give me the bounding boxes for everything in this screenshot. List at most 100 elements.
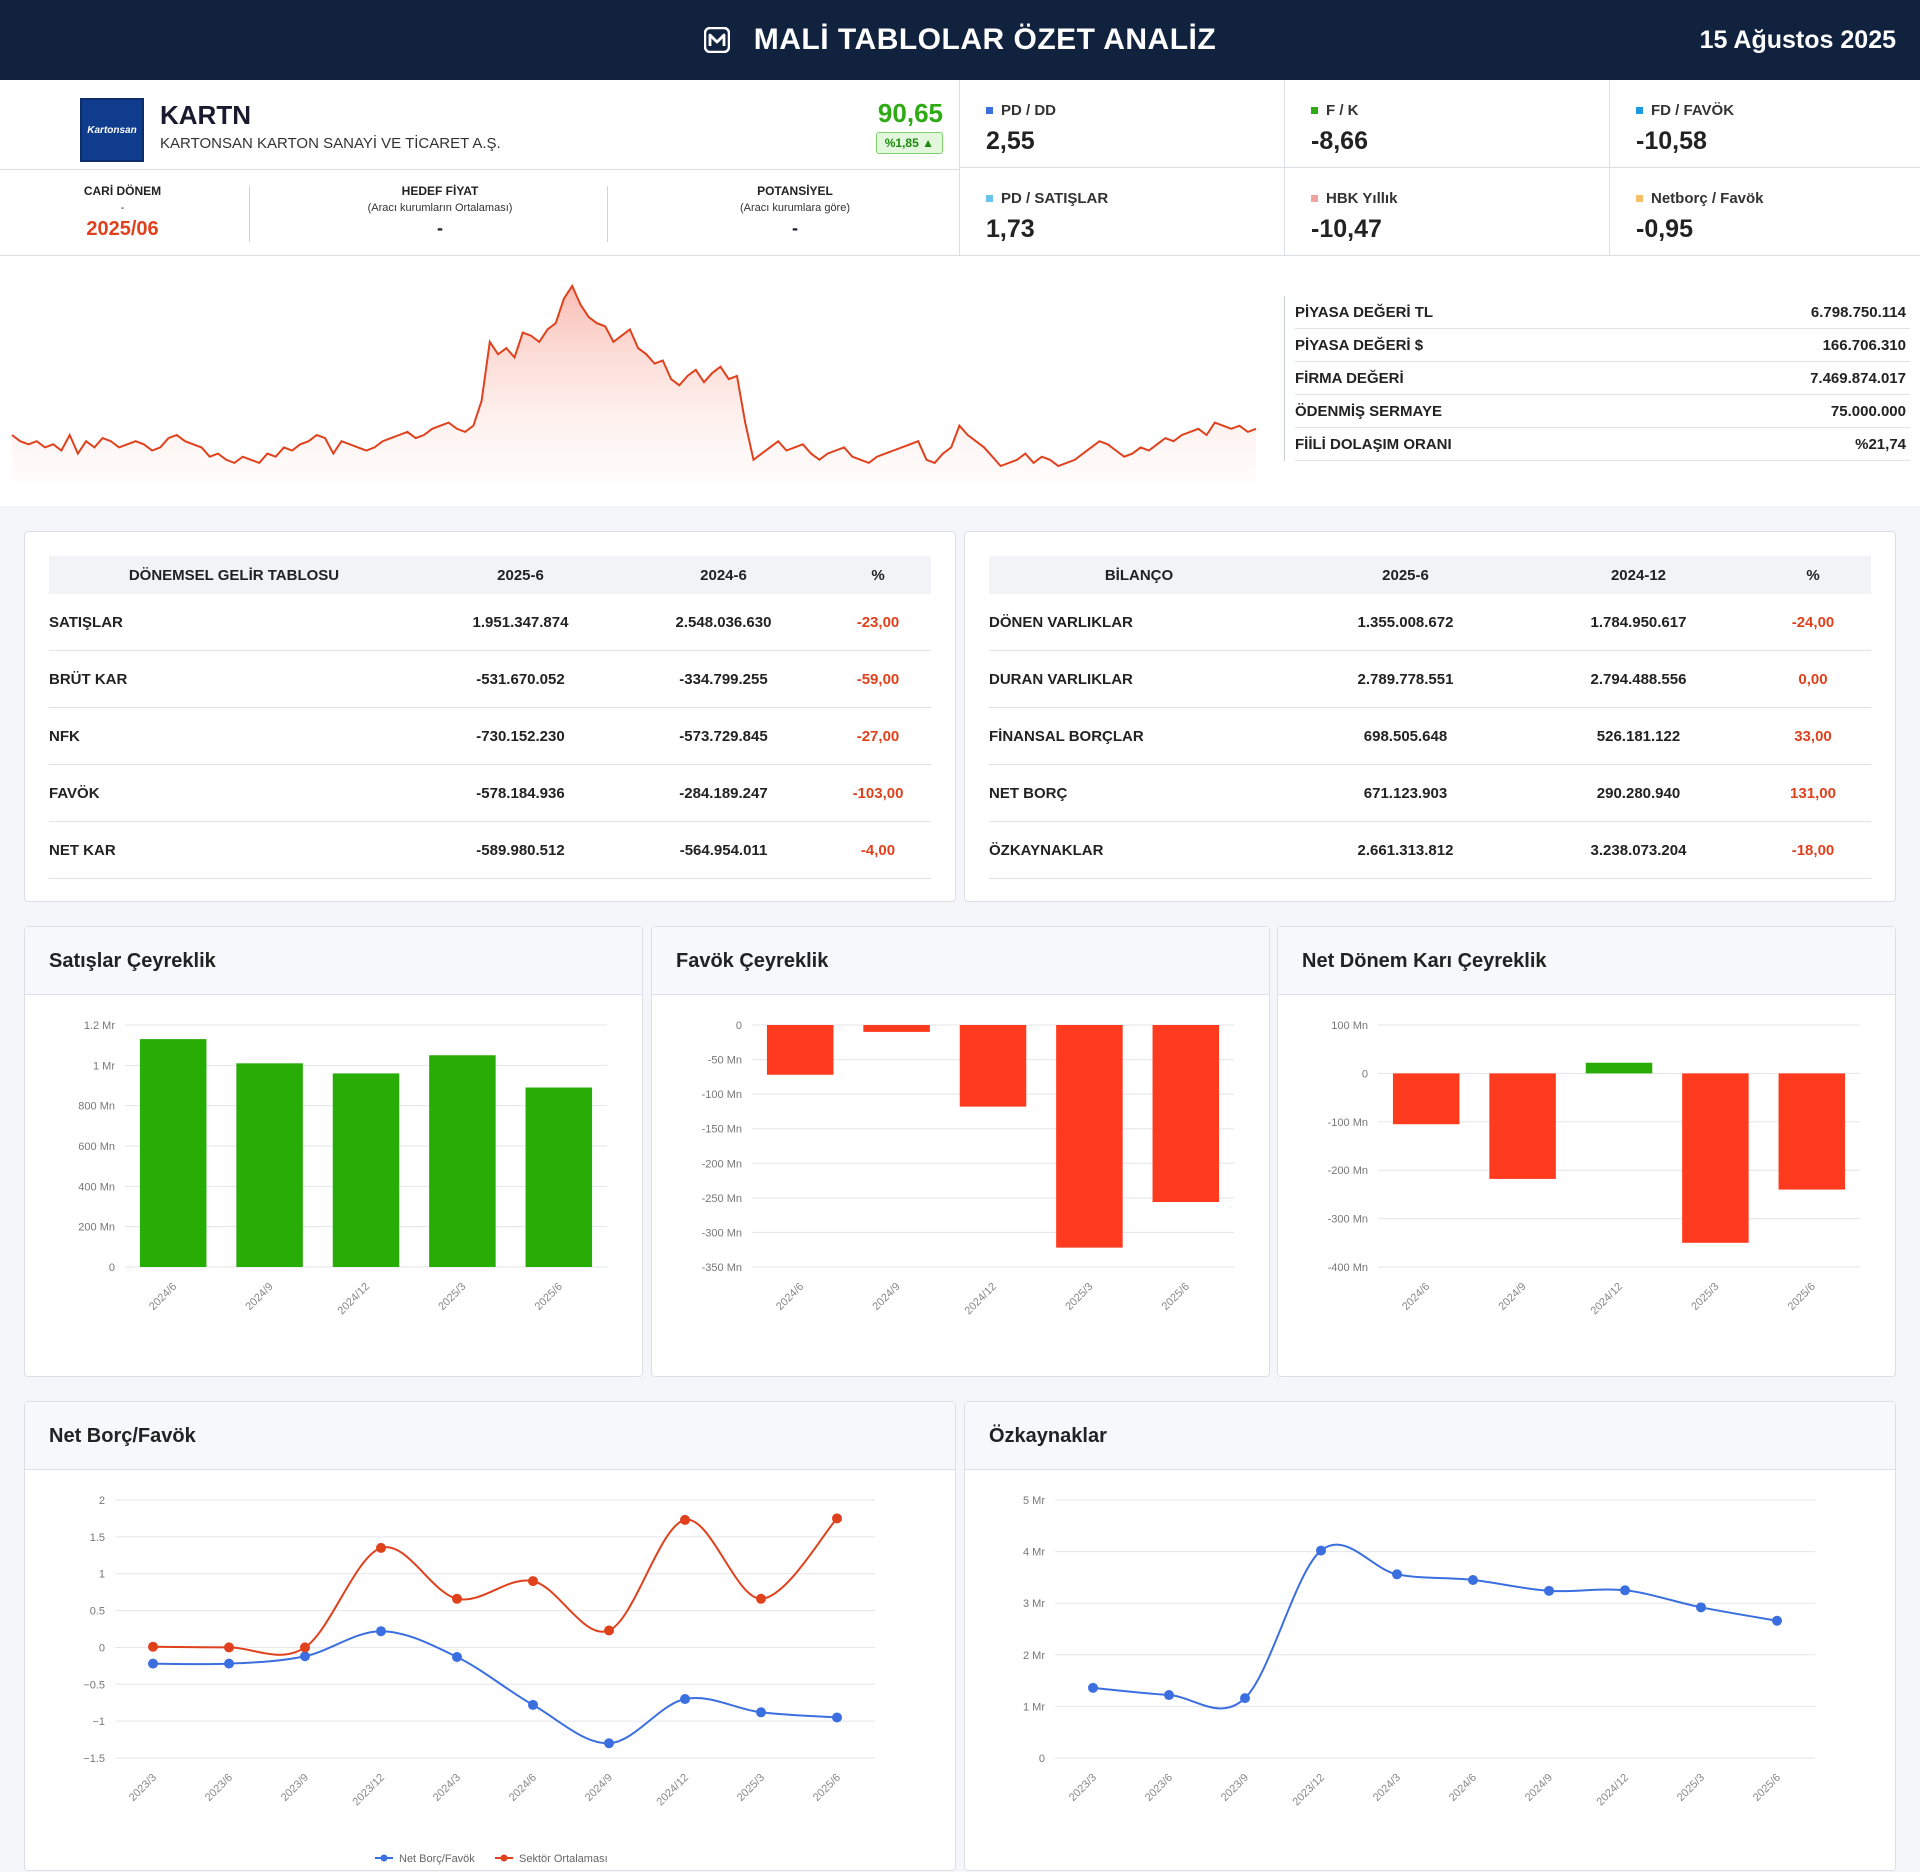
bar[interactable] — [1392, 1073, 1460, 1125]
y-tick-label: 0 — [736, 1020, 742, 1032]
table-header: BİLANÇO 2025-6 2024-12% — [989, 556, 1871, 594]
table-header: DÖNEMSEL GELİR TABLOSU 2025-6 2024-6% — [49, 556, 931, 594]
data-point[interactable] — [1088, 1682, 1098, 1693]
y-tick-label: 200 Mn — [78, 1222, 115, 1234]
x-tick-label: 2025/6 — [1160, 1281, 1192, 1313]
bar[interactable] — [236, 1063, 303, 1267]
market-values-table: PİYASA DEĞERİ TL 6.798.750.114 PİYASA DEĞ… — [1284, 296, 1910, 461]
data-point[interactable] — [148, 1658, 158, 1669]
data-point[interactable] — [1620, 1585, 1630, 1596]
data-point[interactable] — [300, 1642, 310, 1653]
data-point[interactable] — [1772, 1615, 1782, 1626]
divider — [607, 186, 608, 242]
bar[interactable] — [766, 1025, 834, 1075]
y-tick-label: 0 — [109, 1262, 115, 1274]
data-point[interactable] — [452, 1652, 462, 1663]
bar[interactable] — [1585, 1062, 1653, 1074]
bar[interactable] — [332, 1073, 400, 1267]
data-point[interactable] — [832, 1712, 842, 1723]
data-point[interactable] — [528, 1699, 538, 1710]
y-tick-label: -50 Mn — [708, 1055, 742, 1067]
x-tick-label: 2024/6 — [507, 1772, 539, 1804]
x-tick-label: 2023/12 — [351, 1772, 388, 1809]
market-row: ÖDENMİŞ SERMAYE 75.000.000 — [1295, 395, 1910, 428]
data-point[interactable] — [224, 1642, 234, 1653]
y-tick-label: -300 Mn — [1328, 1214, 1368, 1226]
brand-logo-icon — [703, 27, 730, 53]
x-tick-label: 2024/9 — [1496, 1281, 1528, 1313]
ozkaynak-chart-card: Özkaynaklar 0 1 Mr 2 Mr 3 Mr 4 Mr 5 Mr 2023/3 2… — [964, 1401, 1896, 1871]
metric-hbk: HBK Yıllık -10,47 — [1285, 168, 1610, 256]
y-tick-label: −1.5 — [83, 1753, 105, 1765]
data-point[interactable] — [376, 1626, 386, 1637]
y-tick-label: 400 Mn — [78, 1181, 115, 1193]
data-point[interactable] — [528, 1576, 538, 1587]
data-point[interactable] — [1316, 1545, 1326, 1556]
data-point[interactable] — [1544, 1585, 1554, 1596]
bar[interactable] — [525, 1087, 593, 1267]
x-tick-label: 2025/6 — [1786, 1281, 1818, 1313]
chart-title: Net Dönem Karı Çeyreklik — [1278, 927, 1895, 995]
page-title: MALİ TABLOLAR ÖZET ANALİZ — [753, 23, 1217, 56]
bar[interactable] — [959, 1025, 1027, 1107]
metric-pd-dd: PD / DD 2,55 — [960, 80, 1285, 168]
data-point[interactable] — [452, 1593, 462, 1604]
bar[interactable] — [1778, 1073, 1846, 1190]
data-point[interactable] — [1164, 1690, 1174, 1701]
y-tick-label: -200 Mn — [702, 1158, 742, 1170]
company-logo: Kartonsan — [80, 98, 144, 162]
data-point[interactable] — [376, 1542, 386, 1553]
data-point[interactable] — [680, 1694, 690, 1705]
bar[interactable] — [139, 1039, 207, 1267]
y-tick-label: 4 Mr — [1023, 1547, 1045, 1559]
bar[interactable] — [863, 1025, 930, 1032]
y-tick-label: 1.5 — [90, 1532, 105, 1544]
y-tick-label: 1 Mr — [1023, 1701, 1045, 1713]
x-tick-label: 2024/9 — [1523, 1772, 1555, 1804]
period-info: CARİ DÖNEM - 2025/06 HEDEF FİYAT (Aracı … — [0, 170, 960, 256]
metric-fk: F / K -8,66 — [1285, 80, 1610, 168]
report-date: 15 Ağustos 2025 — [1699, 26, 1896, 54]
data-point[interactable] — [756, 1593, 766, 1604]
y-tick-label: 3 Mr — [1023, 1598, 1045, 1610]
data-point[interactable] — [604, 1738, 614, 1749]
bar[interactable] — [1152, 1025, 1220, 1203]
series-line — [1092, 1543, 1778, 1710]
y-tick-label: 800 Mn — [78, 1101, 115, 1113]
y-tick-label: 2 Mr — [1023, 1650, 1045, 1662]
data-point[interactable] — [604, 1625, 614, 1636]
data-point[interactable] — [224, 1658, 234, 1669]
data-point[interactable] — [680, 1514, 690, 1525]
data-point[interactable] — [1392, 1569, 1402, 1580]
income-statement-card: DÖNEMSEL GELİR TABLOSU 2025-6 2024-6% SATI… — [24, 531, 956, 902]
data-point[interactable] — [756, 1707, 766, 1718]
metric-marker-icon — [1311, 195, 1318, 202]
data-point[interactable] — [148, 1641, 158, 1652]
y-tick-label: 0.5 — [90, 1606, 105, 1618]
x-tick-label: 2024/12 — [963, 1281, 1000, 1318]
data-point[interactable] — [1468, 1574, 1478, 1585]
price-area — [12, 286, 1256, 481]
series-line — [152, 1630, 838, 1745]
data-point[interactable] — [832, 1513, 842, 1524]
legend-marker — [380, 1854, 388, 1862]
favok-chart-card: Favök Çeyreklik 0 -50 Mn -100 Mn -150 Mn -20… — [651, 926, 1270, 1377]
bar[interactable] — [1489, 1073, 1556, 1179]
data-point[interactable] — [1240, 1693, 1250, 1704]
table-row: FİNANSAL BORÇLAR 698.505.648 526.181.122 33… — [989, 708, 1871, 765]
x-tick-label: 2023/9 — [279, 1772, 311, 1804]
x-tick-label: 2023/12 — [1291, 1772, 1328, 1809]
data-point[interactable] — [300, 1651, 310, 1662]
market-row: FİRMA DEĞERİ 7.469.874.017 — [1295, 362, 1910, 395]
company-info: Kartonsan KARTN KARTONSAN KARTON SANAYİ … — [0, 80, 960, 170]
bar[interactable] — [1056, 1025, 1123, 1248]
x-tick-label: 2024/3 — [431, 1772, 463, 1804]
y-tick-label: 1 — [99, 1569, 105, 1581]
bar[interactable] — [1682, 1073, 1749, 1243]
x-tick-label: 2024/3 — [1371, 1772, 1403, 1804]
price-sparkline — [11, 283, 1257, 481]
y-tick-label: −1 — [92, 1716, 105, 1728]
data-point[interactable] — [1696, 1602, 1706, 1613]
x-tick-label: 2025/3 — [436, 1281, 468, 1313]
bar[interactable] — [429, 1055, 496, 1267]
